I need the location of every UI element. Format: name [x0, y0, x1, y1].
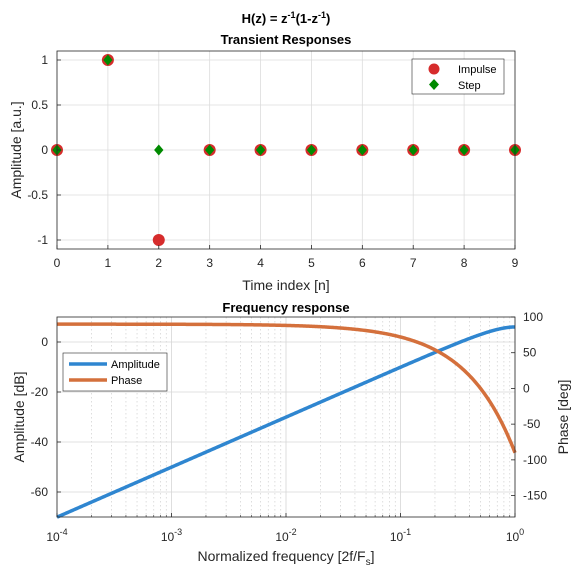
transient-title: Transient Responses — [221, 32, 352, 47]
transient-x-label: Time index [n] — [242, 277, 329, 293]
step-point — [204, 144, 215, 156]
frequency-lines — [56, 322, 517, 519]
y-tick-label: 0 — [41, 335, 48, 349]
step-point — [306, 144, 317, 156]
x-tick-label: 7 — [410, 256, 417, 270]
y2-tick-label: 0 — [523, 381, 530, 395]
legend-impulse-label: Impulse — [458, 64, 497, 76]
y2-tick-label: -50 — [523, 417, 541, 431]
x-tick-label: 1 — [105, 256, 112, 270]
transient-axes: Transient Responses 0 1 2 3 4 5 6 7 8 9 -1 -0.5 0 0.… — [8, 32, 521, 293]
frequency-y-ticks: -60 -40 -20 0 — [31, 335, 61, 499]
y2-tick-label: -100 — [523, 453, 547, 467]
frequency-axes: Frequency response 10-4 10-3 10-2 10-1 100 -… — [11, 300, 571, 568]
frequency-title: Frequency response — [222, 300, 349, 315]
x-tick-label: 10-1 — [390, 527, 411, 544]
y-tick-label: 0.5 — [31, 98, 48, 112]
step-point — [255, 144, 266, 156]
transient-y-ticks: -1 -0.5 0 0.5 1 — [27, 53, 61, 247]
transient-marks — [51, 54, 521, 246]
x-tick-label: 100 — [506, 527, 524, 544]
y-tick-label: 1 — [41, 53, 48, 67]
y2-tick-label: 50 — [523, 346, 537, 360]
frequency-x-label: Normalized frequency [2f/Fs] — [198, 548, 375, 568]
y2-tick-label: 100 — [523, 310, 543, 324]
legend-step-label: Step — [458, 80, 481, 92]
figure-title: H(z) = z-1(1-z-1) — [242, 10, 331, 26]
legend-step-marker — [429, 79, 439, 90]
frequency-y2-ticks: -150 -100 -50 0 50 100 — [511, 310, 547, 503]
x-tick-label: 2 — [155, 256, 162, 270]
step-point — [103, 54, 113, 66]
step-point — [459, 144, 469, 156]
phase-line — [57, 322, 517, 454]
x-tick-label: 5 — [308, 256, 315, 270]
step-point — [357, 144, 368, 156]
x-tick-label: 8 — [461, 256, 468, 270]
x-tick-label: 4 — [257, 256, 264, 270]
frequency-x-ticks: 10-4 10-3 10-2 10-1 100 — [46, 513, 524, 544]
impulse-point — [152, 234, 165, 246]
frequency-legend: Amplitude Phase — [62, 352, 168, 392]
y-tick-label: -40 — [31, 435, 49, 449]
x-tick-label: 10-3 — [161, 527, 182, 544]
x-tick-label: 0 — [54, 256, 61, 270]
x-tick-label: 3 — [206, 256, 213, 270]
y-tick-label: -1 — [37, 233, 48, 247]
step-point — [154, 144, 164, 156]
frequency-y-label: Amplitude [dB] — [11, 371, 27, 462]
x-tick-label: 10-4 — [46, 527, 67, 544]
legend-phase-label: Phase — [111, 375, 142, 387]
legend-amplitude-label: Amplitude — [111, 359, 160, 371]
y-tick-label: -20 — [31, 385, 49, 399]
transient-x-ticks: 0 1 2 3 4 5 6 7 8 9 — [54, 245, 519, 270]
transient-y-label: Amplitude [a.u.] — [8, 101, 24, 198]
y2-tick-label: -150 — [523, 489, 547, 503]
transient-legend: Impulse Step — [411, 58, 505, 95]
frequency-y2-label: Phase [deg] — [555, 380, 571, 455]
y-tick-label: -0.5 — [27, 188, 48, 202]
legend-impulse-marker — [428, 63, 440, 75]
x-tick-label: 10-2 — [275, 527, 296, 544]
step-point — [408, 144, 418, 156]
x-tick-label: 6 — [359, 256, 366, 270]
y-tick-label: 0 — [41, 143, 48, 157]
y-tick-label: -60 — [31, 485, 49, 499]
x-tick-label: 9 — [512, 256, 519, 270]
